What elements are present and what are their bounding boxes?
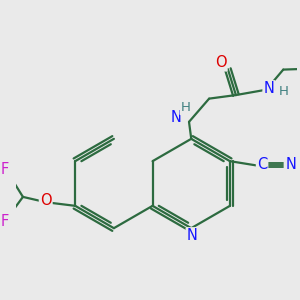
Text: O: O bbox=[40, 193, 52, 208]
Text: F: F bbox=[1, 214, 9, 229]
Text: H: H bbox=[279, 85, 289, 98]
Text: N: N bbox=[263, 81, 274, 96]
Text: O: O bbox=[215, 56, 226, 70]
Text: N: N bbox=[187, 228, 198, 243]
Text: N: N bbox=[285, 157, 296, 172]
Text: F: F bbox=[1, 162, 9, 177]
Text: H: H bbox=[181, 101, 190, 114]
Text: C: C bbox=[257, 157, 267, 172]
Text: N: N bbox=[171, 110, 182, 125]
